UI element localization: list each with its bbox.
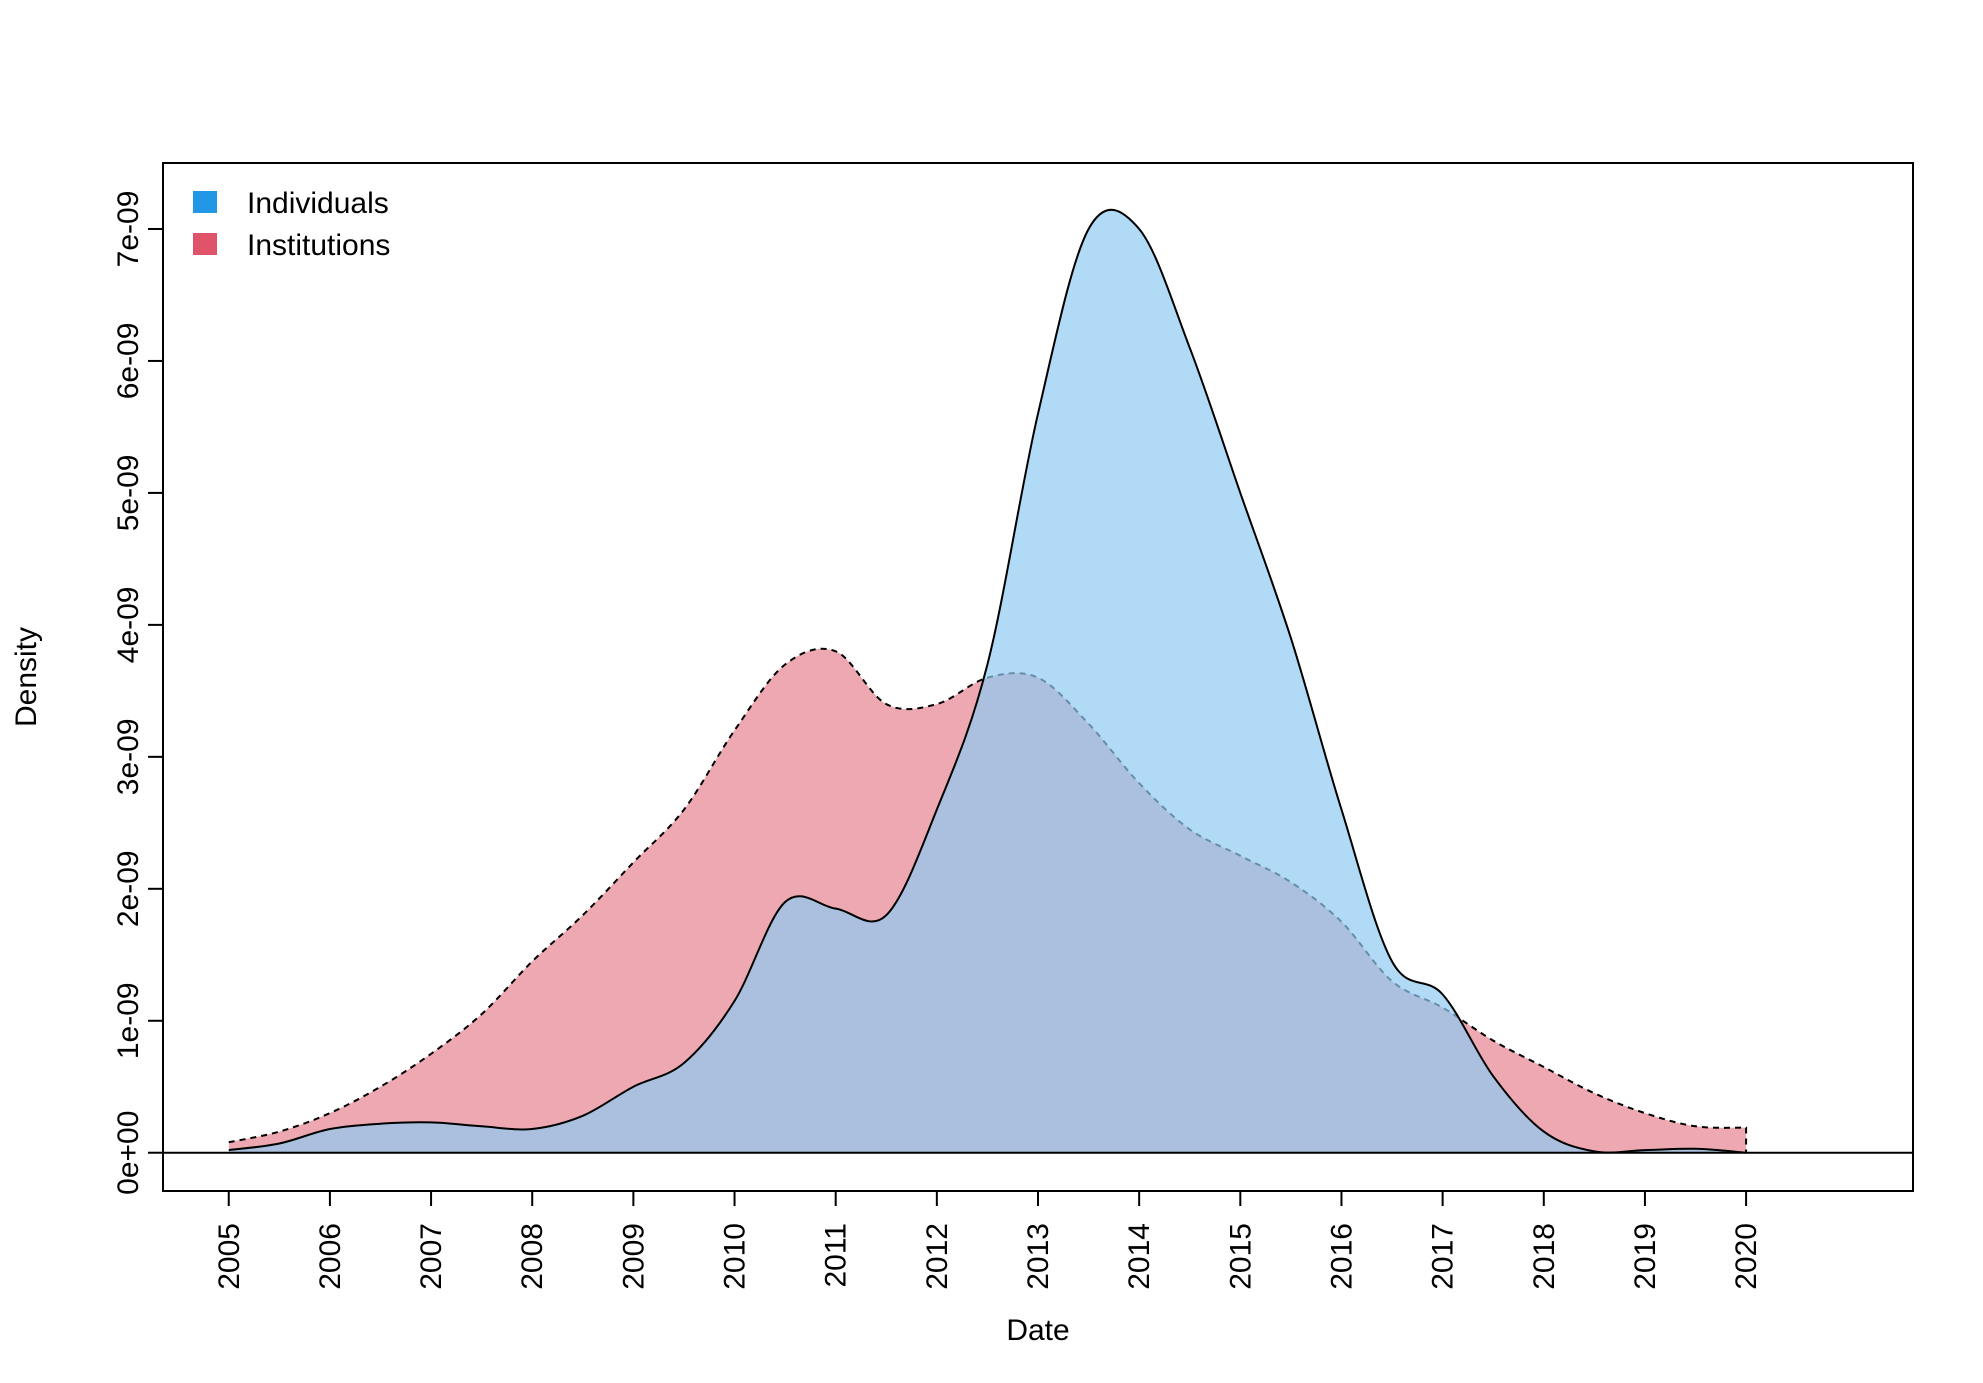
y-tick-label: 7e-09: [112, 191, 145, 268]
x-tick-label: 2019: [1629, 1223, 1662, 1290]
x-tick-label: 2016: [1325, 1223, 1358, 1290]
y-axis-title: Density: [10, 627, 43, 727]
legend: Individuals Institutions: [193, 187, 390, 262]
x-tick-label: 2014: [1123, 1223, 1156, 1290]
y-tick-label: 5e-09: [112, 455, 145, 532]
individuals-density-line: [228, 208, 1747, 1154]
institutions-density-line: [228, 647, 1748, 1153]
y-axis: 0e+00 1e-09 2e-09 3e-09 4e-09 5e-09 6e-09 7e-09: [112, 191, 164, 1195]
x-tick-label: 2011: [820, 1223, 853, 1288]
institutions-legend-label: Institutions: [247, 229, 390, 262]
x-tick-label: 2018: [1528, 1223, 1561, 1290]
institutions-legend-swatch: [193, 233, 217, 255]
x-tick-label: 2020: [1730, 1223, 1763, 1290]
y-tick-label: 6e-09: [112, 323, 145, 400]
y-tick-label: 2e-09: [112, 850, 145, 927]
individuals-legend-swatch: [193, 191, 217, 213]
x-axis: 2005 2006 2007 2008 2009 2010 2011 2012 2013 2014…: [213, 1190, 1763, 1290]
x-tick-label: 2009: [617, 1223, 650, 1290]
x-axis-title: Date: [1006, 1314, 1069, 1347]
y-tick-label: 1e-09: [112, 982, 145, 1059]
density-areas: [228, 208, 1748, 1154]
x-tick-label: 2007: [415, 1223, 448, 1290]
x-tick-label: 2010: [719, 1223, 752, 1290]
y-tick-label: 0e+00: [112, 1111, 145, 1195]
x-tick-label: 2013: [1022, 1223, 1055, 1290]
individuals-area: [228, 209, 1747, 1153]
x-tick-label: 2008: [516, 1223, 549, 1290]
y-tick-label: 4e-09: [112, 587, 145, 664]
x-tick-label: 2006: [314, 1223, 347, 1290]
x-tick-label: 2017: [1427, 1223, 1460, 1290]
x-tick-label: 2015: [1224, 1223, 1257, 1290]
y-tick-label: 3e-09: [112, 718, 145, 795]
x-tick-label: 2005: [213, 1223, 246, 1290]
individuals-legend-label: Individuals: [247, 187, 389, 220]
x-tick-label: 2012: [921, 1223, 954, 1290]
